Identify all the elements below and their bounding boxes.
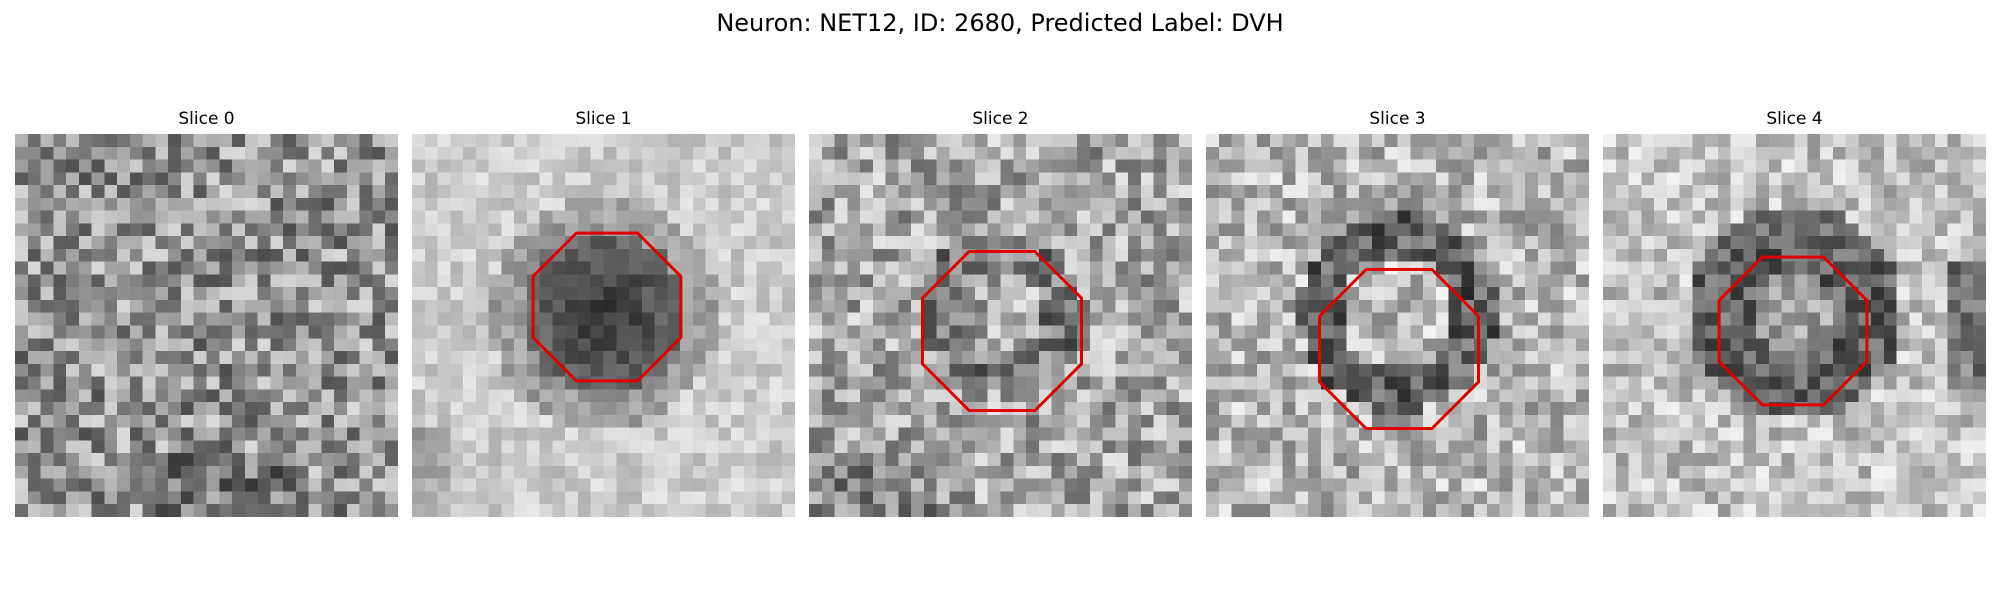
roi-outline: [1717, 255, 1869, 407]
roi-outline: [531, 231, 683, 383]
slice-title: Slice 0: [178, 109, 235, 129]
slice-title: Slice 2: [972, 109, 1029, 129]
slice-panel-1: Slice 1: [412, 108, 795, 517]
slice-image: [412, 134, 795, 517]
slice-title: Slice 3: [1369, 109, 1426, 129]
slice-panel-0: Slice 0: [15, 108, 398, 517]
slice-image: [15, 134, 398, 517]
roi-outline: [921, 250, 1083, 412]
slice-panel-3: Slice 3: [1206, 108, 1589, 517]
slice-title: Slice 1: [575, 109, 632, 129]
slice-image: [1206, 134, 1589, 517]
slice-image: [809, 134, 1192, 517]
slice-image: [1603, 134, 1986, 517]
slice-panel-4: Slice 4: [1603, 108, 1986, 517]
roi-outline: [1318, 268, 1480, 430]
figure-title: Neuron: NET12, ID: 2680, Predicted Label…: [716, 9, 1284, 37]
slice-panel-2: Slice 2: [809, 108, 1192, 517]
slice-title: Slice 4: [1766, 109, 1823, 129]
